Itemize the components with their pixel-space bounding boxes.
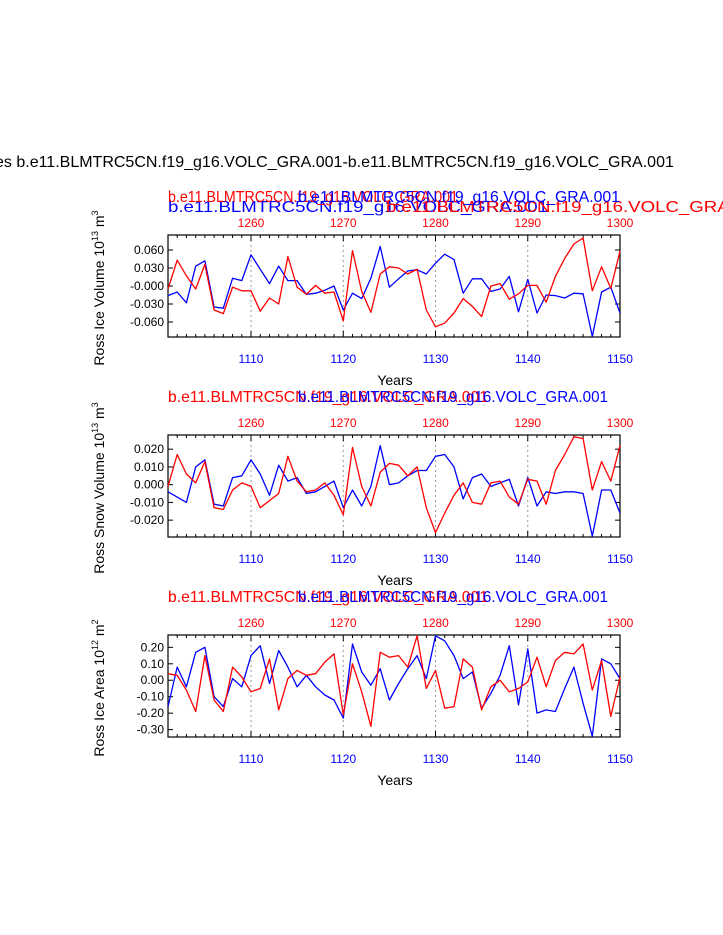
panel2-y-tick-label: -0.010	[130, 495, 164, 509]
main-title: es b.e11.BLMTRC5CN.f19_g16.VOLC_GRA.001-…	[0, 154, 674, 171]
panel3-x-bottom-tick-label: 1140	[515, 752, 541, 766]
panel1-x-axis-label: Years	[377, 372, 412, 388]
panel2-x-top-tick-label: 1280	[422, 416, 449, 430]
panel3-blue-series-line	[167, 635, 621, 737]
panel2-title-center-red: b.e11.BLMTRC5CN.f19_g16.VOLC_GRA.001	[168, 389, 488, 406]
panel1-x-bottom-tick-label: 1150	[607, 352, 633, 366]
panel1-y-axis-label: Ross Ice Volume 1013 m3	[90, 210, 107, 365]
panel1-x-top-tick-label: 1260	[238, 216, 265, 230]
panel2-x-bottom-tick-label: 1110	[239, 552, 264, 566]
panel2-y-axis-label-sup: 13	[90, 423, 100, 433]
panel3-x-top-tick-label: 1280	[422, 616, 449, 630]
panel2-y-tick-label: -0.020	[130, 513, 164, 527]
panel1-y-tick-label: 0.060	[134, 243, 164, 257]
panel3-x-top-tick-label: 1260	[238, 616, 265, 630]
panel3-x-top-tick-label: 1290	[514, 616, 541, 630]
panel3-title-center-blue: b.e11.BLMTRC5CN.f19_g16.VOLC_GRA.001	[298, 589, 608, 606]
panel3-y-tick-label: -0.10	[137, 690, 165, 704]
panel1-x-top-tick-label: 1270	[330, 216, 357, 230]
panel1-x-top-tick-label: 1290	[514, 216, 541, 230]
panel3-y-tick-label: 0.00	[141, 673, 165, 687]
panel2-x-top-tick-label: 1270	[330, 416, 357, 430]
panel3-x-top-tick-label: 1300	[607, 616, 634, 630]
panel2-x-top-tick-label: 1290	[514, 416, 541, 430]
panel3-y-tick-label: -0.30	[137, 723, 165, 737]
panel3-y-axis-label: Ross Ice Area 1012 m2	[90, 619, 107, 756]
panel1-y-tick-label: -0.000	[130, 279, 164, 293]
panel3-plot-frame	[167, 634, 621, 738]
panel2-y-axis-label: Ross Snow Volume 1013 m3	[90, 402, 107, 573]
panel1-blue-series-line	[167, 245, 621, 338]
panel3-y-tick-label: 0.10	[141, 657, 165, 671]
panel1-y-axis-label-sup: 13	[90, 231, 100, 241]
panel3-y-tick-label: 0.20	[141, 640, 165, 654]
panel3-x-axis-label: Years	[377, 772, 412, 788]
panel2-x-top-tick-label: 1260	[238, 416, 265, 430]
panel3-title-center-red: b.e11.BLMTRC5CN.f19_g16.VOLC_GRA.001	[168, 589, 488, 606]
panel3-x-bottom-tick-label: 1120	[330, 752, 356, 766]
panel2-x-axis-label: Years	[377, 572, 412, 588]
panel2-red-series-line	[167, 436, 621, 534]
panel1-x-bottom-tick-label: 1110	[239, 352, 264, 366]
panel1-y-axis-label-part: Ross Ice Volume 10	[91, 241, 107, 366]
panel2-x-bottom-tick-label: 1120	[330, 552, 356, 566]
panel1-x-bottom-tick-label: 1140	[515, 352, 541, 366]
panel2-y-axis-label-part: m	[91, 407, 107, 423]
panel2-y-axis-label-part: Ross Snow Volume 10	[91, 433, 107, 574]
panel1-y-tick-label: 0.030	[134, 261, 164, 275]
panel1-x-top-tick-label: 1300	[607, 216, 634, 230]
panel2-blue-series-line	[167, 444, 621, 537]
panel1-x-bottom-tick-label: 1120	[330, 352, 356, 366]
panel3-red-series-line	[167, 635, 621, 727]
panel2-y-tick-label: 0.010	[134, 460, 164, 474]
panel3-y-axis-label-sup: 12	[90, 640, 100, 650]
panel1-x-top-tick-label: 1280	[422, 216, 449, 230]
panel1-title-center-blue: b.e11.BLMTRC5CN.f19_g16.VOLC_GRA.001	[298, 189, 620, 206]
panel2-plot-frame	[167, 434, 621, 538]
panel1-y-tick-label: -0.030	[130, 297, 164, 311]
panel1-title-right-red: b.e11.BLMTRC5CN.f19_g16.VOLC_GRA.001	[386, 199, 723, 216]
panel2-y-tick-label: 0.020	[134, 442, 164, 456]
panel1-y-tick-label: -0.060	[130, 315, 164, 329]
panel1-x-bottom-tick-label: 1130	[423, 352, 449, 366]
panel2-x-bottom-tick-label: 1150	[607, 552, 633, 566]
panel1-y-axis-label-sup: 3	[90, 210, 100, 215]
panel3-y-axis-label-sup: 2	[90, 619, 100, 624]
panel3-x-bottom-tick-label: 1150	[607, 752, 633, 766]
panel3-x-bottom-tick-label: 1130	[423, 752, 449, 766]
panel2-x-bottom-tick-label: 1130	[423, 552, 449, 566]
panel3-y-axis-label-part: m	[91, 624, 107, 640]
panel3-x-top-tick-label: 1270	[330, 616, 357, 630]
panel3-y-tick-label: -0.20	[137, 706, 165, 720]
panel1-red-series-line	[167, 237, 621, 328]
panel1-y-axis-label-part: m	[91, 215, 107, 231]
panel2-y-tick-label: 0.000	[134, 478, 164, 492]
panel1-title-center-red: b.e11.BLMTRC5CN.f19_g16.VOLC_GRA.001	[168, 189, 458, 206]
panel2-title-center-blue: b.e11.BLMTRC5CN.f19_g16.VOLC_GRA.001	[298, 389, 608, 406]
panel2-y-axis-label-sup: 3	[90, 402, 100, 407]
panel2-x-top-tick-label: 1300	[607, 416, 634, 430]
panel3-y-axis-label-part: Ross Ice Area 10	[91, 650, 107, 757]
panel2-x-bottom-tick-label: 1140	[515, 552, 541, 566]
panel3-x-bottom-tick-label: 1110	[239, 752, 264, 766]
panel1-title-left-blue: b.e11.BLMTRC5CN.f19_g16.VOLC_GRA.001	[168, 199, 548, 216]
